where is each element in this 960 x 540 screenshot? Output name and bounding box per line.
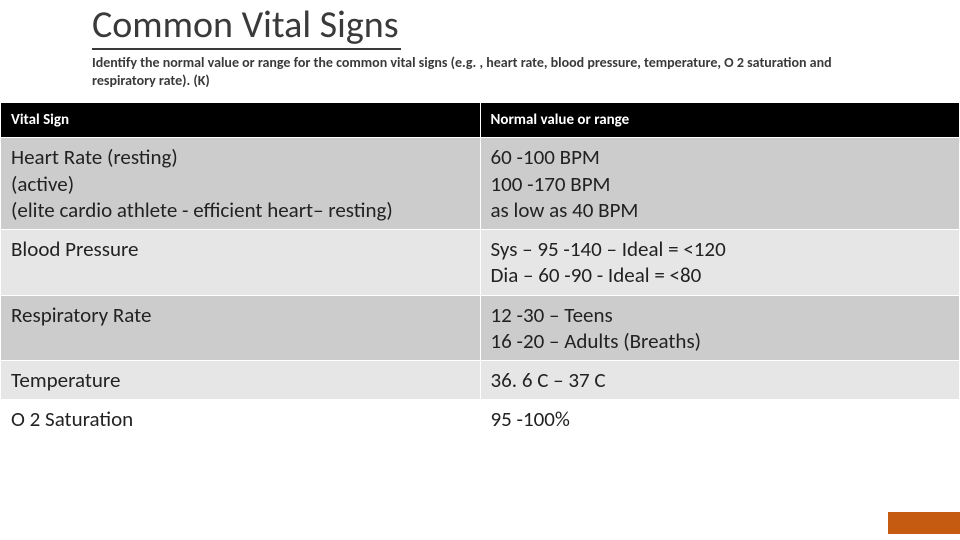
cell-value: 60 -100 BPM100 -170 BPMas low as 40 BPM (480, 138, 960, 230)
table-header-row: Vital Sign Normal value or range (1, 103, 960, 138)
cell-vital: O 2 Saturation (1, 400, 481, 439)
cell-value: 12 -30 – Teens16 -20 – Adults (Breaths) (480, 295, 960, 361)
cell-value: Sys – 95 -140 – Ideal = <120Dia – 60 -90… (480, 230, 960, 296)
table-row: Temperature 36. 6 C – 37 C (1, 361, 960, 400)
cell-vital: Blood Pressure (1, 230, 481, 296)
table-row: Blood Pressure Sys – 95 -140 – Ideal = <… (1, 230, 960, 296)
table-header-vital: Vital Sign (1, 103, 481, 138)
cell-vital: Temperature (1, 361, 481, 400)
cell-vital: Heart Rate (resting)(active)(elite cardi… (1, 138, 481, 230)
table-row: O 2 Saturation 95 -100% (1, 400, 960, 439)
cell-value: 36. 6 C – 37 C (480, 361, 960, 400)
accent-bar (888, 512, 960, 534)
table-row: Heart Rate (resting)(active)(elite cardi… (1, 138, 960, 230)
slide-container: Common Vital Signs Identify the normal v… (0, 0, 960, 540)
page-subtitle: Identify the normal value or range for t… (92, 54, 872, 90)
cell-vital: Respiratory Rate (1, 295, 481, 361)
vital-signs-table: Vital Sign Normal value or range Heart R… (0, 102, 960, 439)
table-row: Respiratory Rate 12 -30 – Teens16 -20 – … (1, 295, 960, 361)
cell-value: 95 -100% (480, 400, 960, 439)
table-header-value: Normal value or range (480, 103, 960, 138)
page-title: Common Vital Signs (92, 2, 401, 50)
